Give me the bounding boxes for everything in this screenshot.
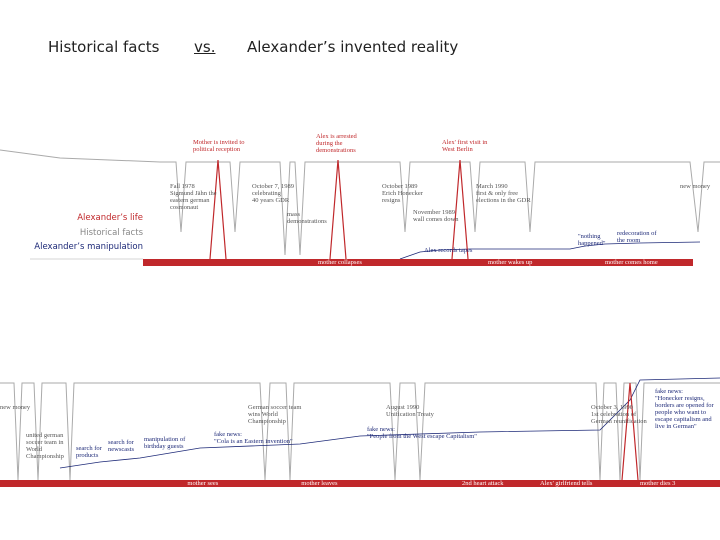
event-label: October 1989 Erich Honecker resigns: [382, 183, 423, 204]
life-bar: [143, 259, 693, 266]
historical-line: [0, 382, 720, 481]
manipulation-line: [59, 377, 720, 469]
life-spike: [451, 159, 469, 260]
event-label: Mother is invited to political reception: [193, 139, 245, 153]
life-spike: [329, 159, 347, 260]
event-label: fake news: "People from the West escape …: [367, 426, 477, 440]
life-spike: [209, 159, 227, 260]
legend-life: Alexander’s life: [77, 213, 143, 223]
legend-facts: Historical facts: [79, 228, 143, 238]
event-label: "nothing happened": [578, 233, 606, 247]
event-label: manipulation of birthday guests: [144, 436, 186, 450]
header-middle: vs.: [194, 38, 216, 56]
event-label: mother collapses: [318, 259, 362, 266]
event-label: fake news: "Honecker resigns, borders ar…: [655, 388, 714, 430]
event-label: November 1989 wall comes down: [413, 209, 459, 223]
event-label: united german soccer team in World Champ…: [26, 432, 64, 460]
event-label: March 1990 first & only free elections i…: [476, 183, 531, 204]
event-label: Alex' girlfriend tells mother the truth: [540, 480, 593, 494]
historical-line: [0, 149, 720, 256]
event-label: Alex is arrested during the demonstratio…: [316, 133, 357, 154]
header-right: Alexander’s invented reality: [247, 38, 459, 56]
event-label: search for newscasts: [108, 439, 134, 453]
manipulation-line: [399, 241, 701, 260]
event-label: mother wakes up: [488, 259, 533, 266]
event-label: fake news: "Cola is an Eastern invention…: [214, 431, 293, 445]
event-label: October 7, 1989 celebrating 40 years GDR: [252, 183, 295, 204]
legend-manipulation: Alexander’s manipulation: [34, 242, 143, 252]
event-label: mass demonstrations: [287, 211, 327, 225]
event-label: redecoration of the room: [617, 230, 657, 244]
event-label: German soccer team wins World Championsh…: [248, 404, 302, 425]
event-label: mother comes home: [605, 259, 658, 266]
event-label: mother leaves the appartment: [300, 480, 339, 494]
event-label: 2nd heart attack: [462, 480, 504, 487]
header-left: Historical facts: [48, 38, 160, 56]
event-label: Fall 1978 Sigmund Jähn the eastern germa…: [170, 183, 217, 211]
event-label: October 3, 1990 1st celebration of Germa…: [591, 404, 647, 425]
event-label: new money: [0, 404, 31, 411]
event-label: August 1990 Unification Treaty: [386, 404, 434, 418]
life-bar: [0, 480, 720, 487]
event-label: Alex' first visit in West Berlin: [442, 139, 488, 153]
event-label: Alex records tapes: [424, 247, 473, 254]
event-label: mother sees Coca Cola sign: [183, 480, 223, 494]
event-label: mother dies 3 days later: [640, 480, 676, 494]
event-label: search for products: [76, 445, 102, 459]
event-label: new money: [680, 183, 711, 190]
life-spike: [621, 382, 639, 481]
